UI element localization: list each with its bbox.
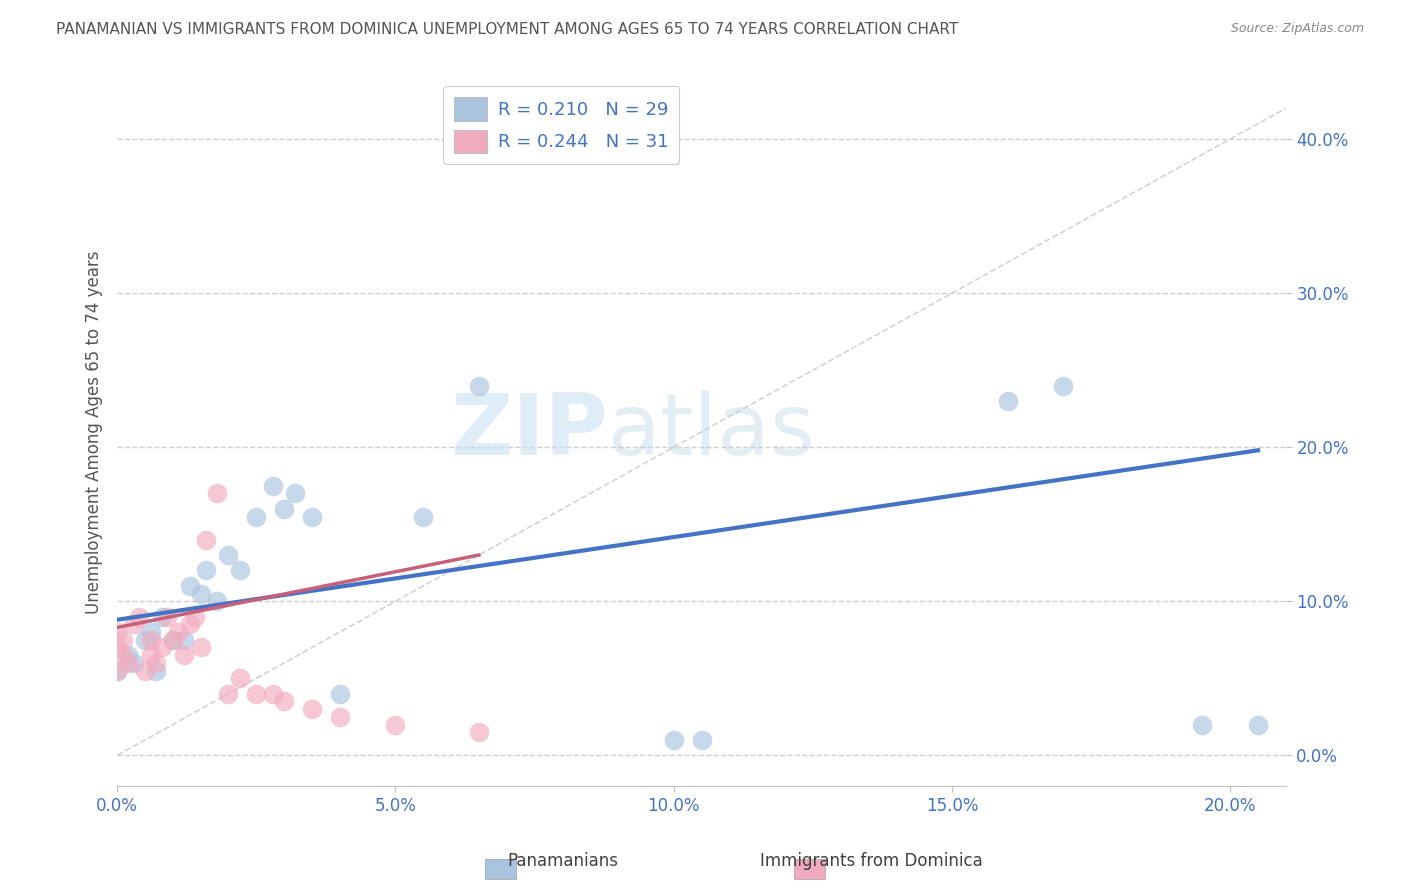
Point <box>284 486 307 500</box>
Point <box>184 609 207 624</box>
Point <box>117 648 139 663</box>
Point <box>134 664 156 678</box>
Point <box>117 656 139 670</box>
Point <box>190 586 212 600</box>
Point <box>156 609 179 624</box>
Point <box>179 579 201 593</box>
Point <box>301 509 323 524</box>
Point <box>150 609 173 624</box>
Point <box>262 687 284 701</box>
Legend: R = 0.210   N = 29, R = 0.244   N = 31: R = 0.210 N = 29, R = 0.244 N = 31 <box>443 87 679 163</box>
Point <box>1052 378 1074 392</box>
Y-axis label: Unemployment Among Ages 65 to 74 years: Unemployment Among Ages 65 to 74 years <box>86 250 103 614</box>
Point <box>150 640 173 655</box>
Point <box>228 671 250 685</box>
Point <box>105 664 128 678</box>
Point <box>468 378 491 392</box>
Point <box>207 486 229 500</box>
Text: Panamanians: Panamanians <box>508 852 617 870</box>
Point <box>128 609 150 624</box>
Text: ZIP: ZIP <box>450 391 607 474</box>
Point <box>122 656 145 670</box>
Point <box>139 632 162 647</box>
Point <box>167 625 190 640</box>
Text: Immigrants from Dominica: Immigrants from Dominica <box>761 852 983 870</box>
Point <box>468 725 491 739</box>
Point <box>105 625 128 640</box>
Point <box>1247 717 1270 731</box>
Point <box>111 648 134 663</box>
Point <box>139 648 162 663</box>
Point <box>139 625 162 640</box>
Point <box>228 564 250 578</box>
Point <box>662 733 685 747</box>
Text: PANAMANIAN VS IMMIGRANTS FROM DOMINICA UNEMPLOYMENT AMONG AGES 65 TO 74 YEARS CO: PANAMANIAN VS IMMIGRANTS FROM DOMINICA U… <box>56 22 959 37</box>
Point <box>245 509 267 524</box>
Point <box>412 509 434 524</box>
Point <box>190 640 212 655</box>
Point <box>105 664 128 678</box>
Text: atlas: atlas <box>607 391 815 474</box>
Point <box>162 632 184 647</box>
Point <box>173 648 195 663</box>
Point <box>690 733 713 747</box>
Point <box>207 594 229 608</box>
Point <box>1191 717 1213 731</box>
Point <box>195 564 218 578</box>
Text: Source: ZipAtlas.com: Source: ZipAtlas.com <box>1230 22 1364 36</box>
Point <box>329 710 352 724</box>
Point <box>218 687 240 701</box>
Point <box>134 632 156 647</box>
Point <box>111 632 134 647</box>
Point <box>122 617 145 632</box>
Point <box>273 501 295 516</box>
Point <box>145 664 167 678</box>
Point <box>997 394 1019 409</box>
Point <box>195 533 218 547</box>
Point <box>245 687 267 701</box>
Point <box>179 617 201 632</box>
Point <box>329 687 352 701</box>
Point <box>105 640 128 655</box>
Point <box>273 694 295 708</box>
Point <box>384 717 406 731</box>
Point <box>218 548 240 562</box>
Point <box>145 656 167 670</box>
Point <box>162 632 184 647</box>
Point <box>301 702 323 716</box>
Point <box>173 632 195 647</box>
Point <box>262 479 284 493</box>
